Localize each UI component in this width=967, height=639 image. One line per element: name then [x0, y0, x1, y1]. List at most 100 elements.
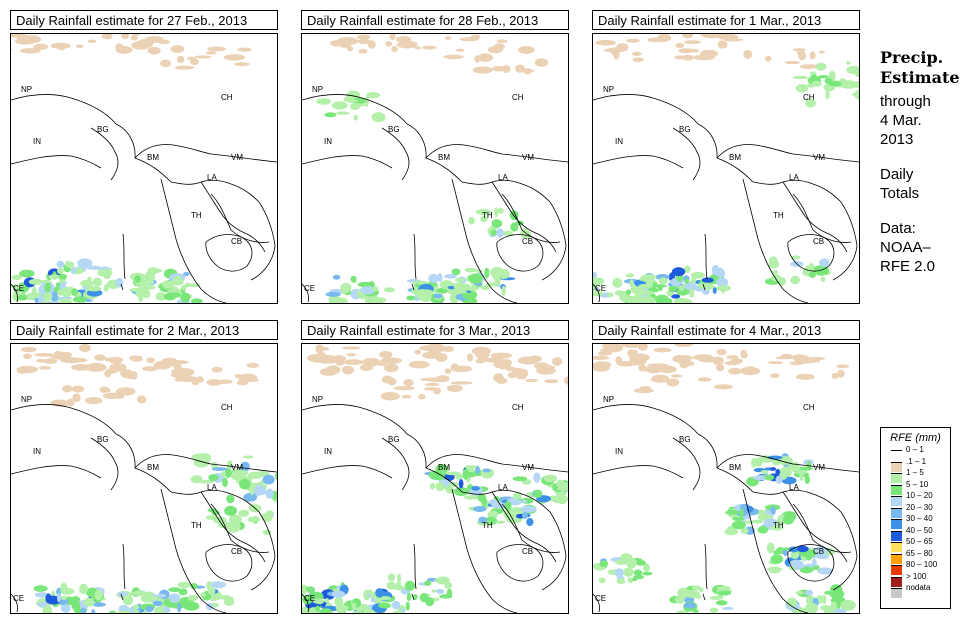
country-border [593, 283, 600, 303]
rain-patch [60, 587, 75, 595]
rain-patch-trace [359, 364, 374, 371]
rain-patch-trace [121, 34, 129, 40]
rain-patch-trace [442, 346, 454, 353]
rain-patch [808, 262, 814, 274]
rainfall-map: NP CH IN BG BM VM LA TH CB CE [301, 343, 569, 614]
rain-patch-trace [768, 361, 784, 365]
rain-patch [616, 578, 626, 585]
rain-patch-trace [523, 68, 532, 75]
rain-patch-trace [610, 47, 620, 56]
rain-patch [593, 271, 598, 279]
legend-swatch [891, 576, 902, 587]
rain-patch [828, 80, 842, 87]
panel-title: Daily Rainfall estimate for 1 Mar., 2013 [592, 10, 860, 30]
country-border [752, 179, 842, 203]
rain-patch [362, 609, 376, 613]
rain-patch-trace [515, 64, 526, 73]
rain-patch [368, 589, 373, 596]
rain-patch [543, 474, 558, 483]
rain-patch-trace [403, 378, 414, 387]
rain-patch [103, 284, 109, 292]
rain-patch [533, 489, 543, 498]
rain-patch [804, 475, 811, 485]
rain-patch [679, 285, 684, 292]
country-border [451, 488, 518, 613]
rain-patch [334, 596, 344, 607]
rain-patch-trace [697, 377, 712, 382]
rain-patch [17, 294, 28, 301]
side-date-2: 2013 [880, 131, 914, 148]
rain-patch [846, 61, 851, 65]
rain-patch-trace [534, 58, 549, 67]
rain-patch [811, 558, 817, 566]
rain-patch-trace [717, 40, 728, 49]
rain-patch [512, 476, 528, 482]
rain-patch-trace [471, 346, 492, 356]
rain-patch [716, 600, 728, 606]
rain-patch-trace [645, 366, 663, 374]
map-svg: NP CH IN BG BM VM LA TH CB CE [593, 34, 859, 303]
rain-patch-trace [724, 38, 744, 42]
rain-patch [795, 591, 805, 595]
rain-patch-trace [172, 368, 195, 377]
country-label: BM [729, 153, 741, 162]
rain-patch-trace [102, 392, 122, 400]
rain-patch [336, 297, 348, 303]
country-border [170, 179, 260, 203]
country-label: TH [191, 211, 202, 220]
rain-patch [614, 568, 625, 577]
rain-patch-trace [621, 344, 643, 348]
country-border [200, 491, 266, 563]
country-label: CB [231, 237, 242, 246]
rain-patch-trace [138, 39, 150, 44]
rain-patch-trace [173, 363, 182, 370]
country-border [787, 544, 835, 582]
rain-patch [712, 286, 717, 294]
rain-patch-trace [658, 365, 677, 374]
rain-patch [108, 610, 117, 613]
rain-patch [467, 274, 483, 279]
rain-patch-trace [102, 388, 111, 393]
rain-patch [213, 516, 227, 524]
country-border [697, 433, 754, 493]
rain-patch-trace [681, 54, 694, 61]
rain-patch [247, 516, 261, 523]
rain-patch [77, 258, 93, 268]
rain-patch [224, 505, 237, 516]
rain-patch-trace [424, 382, 440, 387]
rain-patch [226, 494, 235, 504]
country-border [302, 155, 393, 169]
rain-patch [184, 282, 191, 288]
rain-patch [306, 586, 311, 591]
rain-patch [92, 602, 106, 607]
rain-patch [631, 577, 638, 582]
rain-patch-trace [743, 49, 753, 59]
country-border [90, 437, 119, 491]
rain-patch [476, 209, 492, 216]
rain-patch-trace [477, 53, 493, 62]
rain-patch-trace [318, 347, 330, 351]
legend-swatch [891, 496, 902, 506]
panel-2mar: Daily Rainfall estimate for 2 Mar., 2013… [10, 320, 278, 614]
country-border [120, 593, 124, 601]
rain-patch [370, 598, 376, 603]
country-border [832, 511, 858, 591]
rain-patch-trace [683, 40, 702, 45]
rain-patch [86, 286, 102, 292]
rain-patch [350, 275, 357, 283]
rain-patch-trace [104, 357, 117, 362]
rain-patch [445, 471, 461, 476]
rain-patch [790, 550, 800, 559]
rain-patch-trace [450, 381, 473, 385]
rain-patch-trace [626, 38, 640, 43]
rain-patch-trace [478, 355, 485, 364]
rain-patch-trace [631, 349, 638, 355]
rain-patch [37, 601, 47, 608]
country-label: IN [33, 447, 41, 456]
rain-patch-trace [120, 369, 133, 379]
rain-patch-trace [611, 344, 624, 352]
country-border [200, 181, 266, 253]
rain-patch-trace [11, 48, 13, 51]
country-label: IN [615, 137, 623, 146]
country-border [496, 234, 544, 272]
